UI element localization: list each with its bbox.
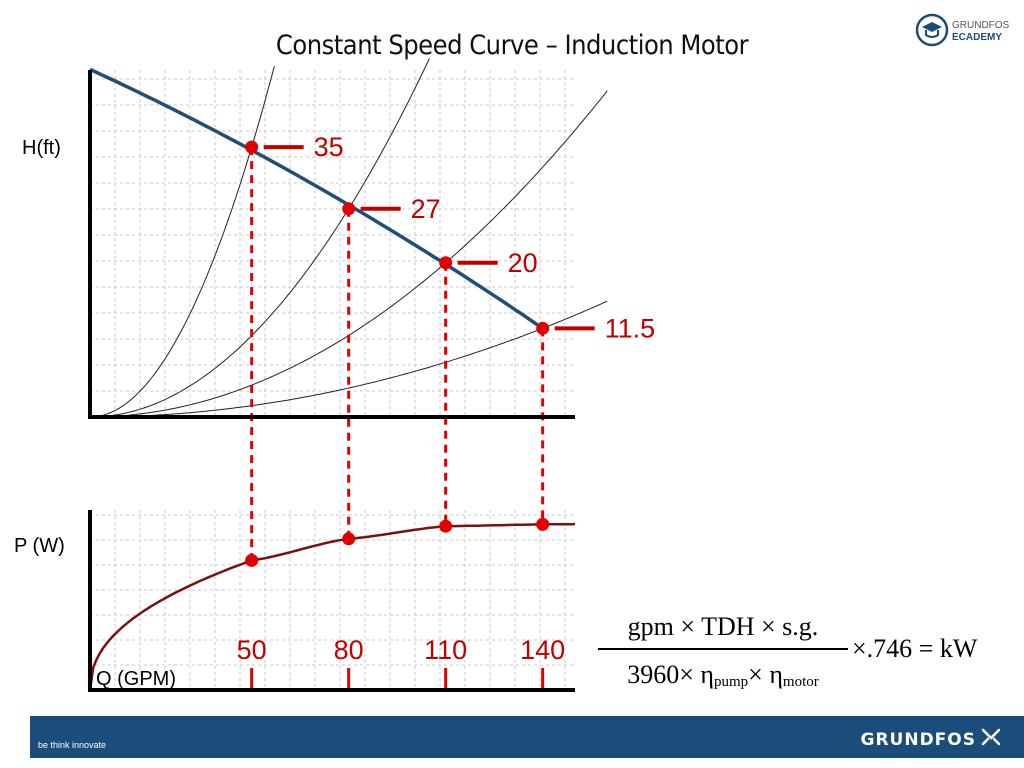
operating-point-marker [439, 256, 453, 270]
grundfos-x-icon [981, 728, 1001, 746]
head-value-label: 11.5 [605, 313, 656, 343]
slide-title: Constant Speed Curve – Induction Motor [275, 30, 749, 61]
power-point-marker [439, 519, 453, 533]
x-tick-label: 140 [520, 635, 565, 665]
drop-lines [250, 147, 545, 688]
markers: 35 27 20 11.5 50 80 110 140 [237, 132, 656, 665]
bottom-y-axis-label: P (W) [14, 535, 65, 557]
bottom-chart-grid [90, 510, 575, 690]
system-curve-line [90, 300, 608, 418]
operating-point-marker [342, 202, 356, 216]
bottom-x-axis-label: Q (GPM) [96, 668, 176, 690]
formula-numerator: gpm × TDH × s.g. [627, 612, 819, 641]
footer-brand: GRUNDFOS [860, 730, 976, 750]
charts: 35 27 20 11.5 50 80 110 140 H(ft) P (W) Q (GPM) [14, 58, 656, 692]
system-curve-line [90, 58, 430, 418]
x-tick-label: 50 [237, 635, 267, 665]
footer-tagline: be think innovate [38, 740, 107, 750]
head-value-label: 27 [411, 194, 441, 224]
power-point-marker [536, 517, 550, 531]
x-tick-label: 80 [334, 635, 364, 665]
power-formula: gpm × TDH × s.g. 3960× ηpump× ηmotor ×.7… [598, 608, 1018, 698]
top-y-axis-label: H(ft) [22, 137, 61, 159]
formula-result: ×.746 = kW [852, 634, 978, 663]
formula-times-eta: × η [748, 660, 783, 689]
x-tick-label: 110 [424, 635, 467, 665]
operating-point-marker [245, 140, 259, 154]
graduation-cap-icon [915, 13, 949, 47]
formula-eta-motor-sub: motor [782, 674, 819, 690]
pump-curve-series-line [89, 67, 544, 330]
footer-bar: be think innovate GRUNDFOS [30, 716, 1024, 758]
power-curve-series-line [88, 522, 576, 691]
formula-denominator: 3960× ηpump× ηmotor [598, 660, 848, 691]
head-value-label: 35 [314, 132, 344, 162]
academy-logo-line1: GRUNDFOS [952, 20, 1010, 31]
academy-logo-line2: ECADEMY [952, 32, 1002, 43]
head-value-label: 20 [508, 248, 538, 278]
power-point-marker [342, 532, 356, 546]
grundfos-ecademy-logo: GRUNDFOS ECADEMY [915, 13, 1010, 47]
formula-fraction-bar [598, 648, 848, 650]
top-chart-grid [90, 70, 575, 417]
formula-eta-pump-sub: pump [713, 674, 749, 690]
operating-point-marker [536, 321, 550, 335]
system-curve-line [89, 66, 275, 418]
formula-den-prefix: 3960× η [627, 660, 714, 689]
axes [88, 70, 575, 692]
power-point-marker [245, 553, 259, 567]
